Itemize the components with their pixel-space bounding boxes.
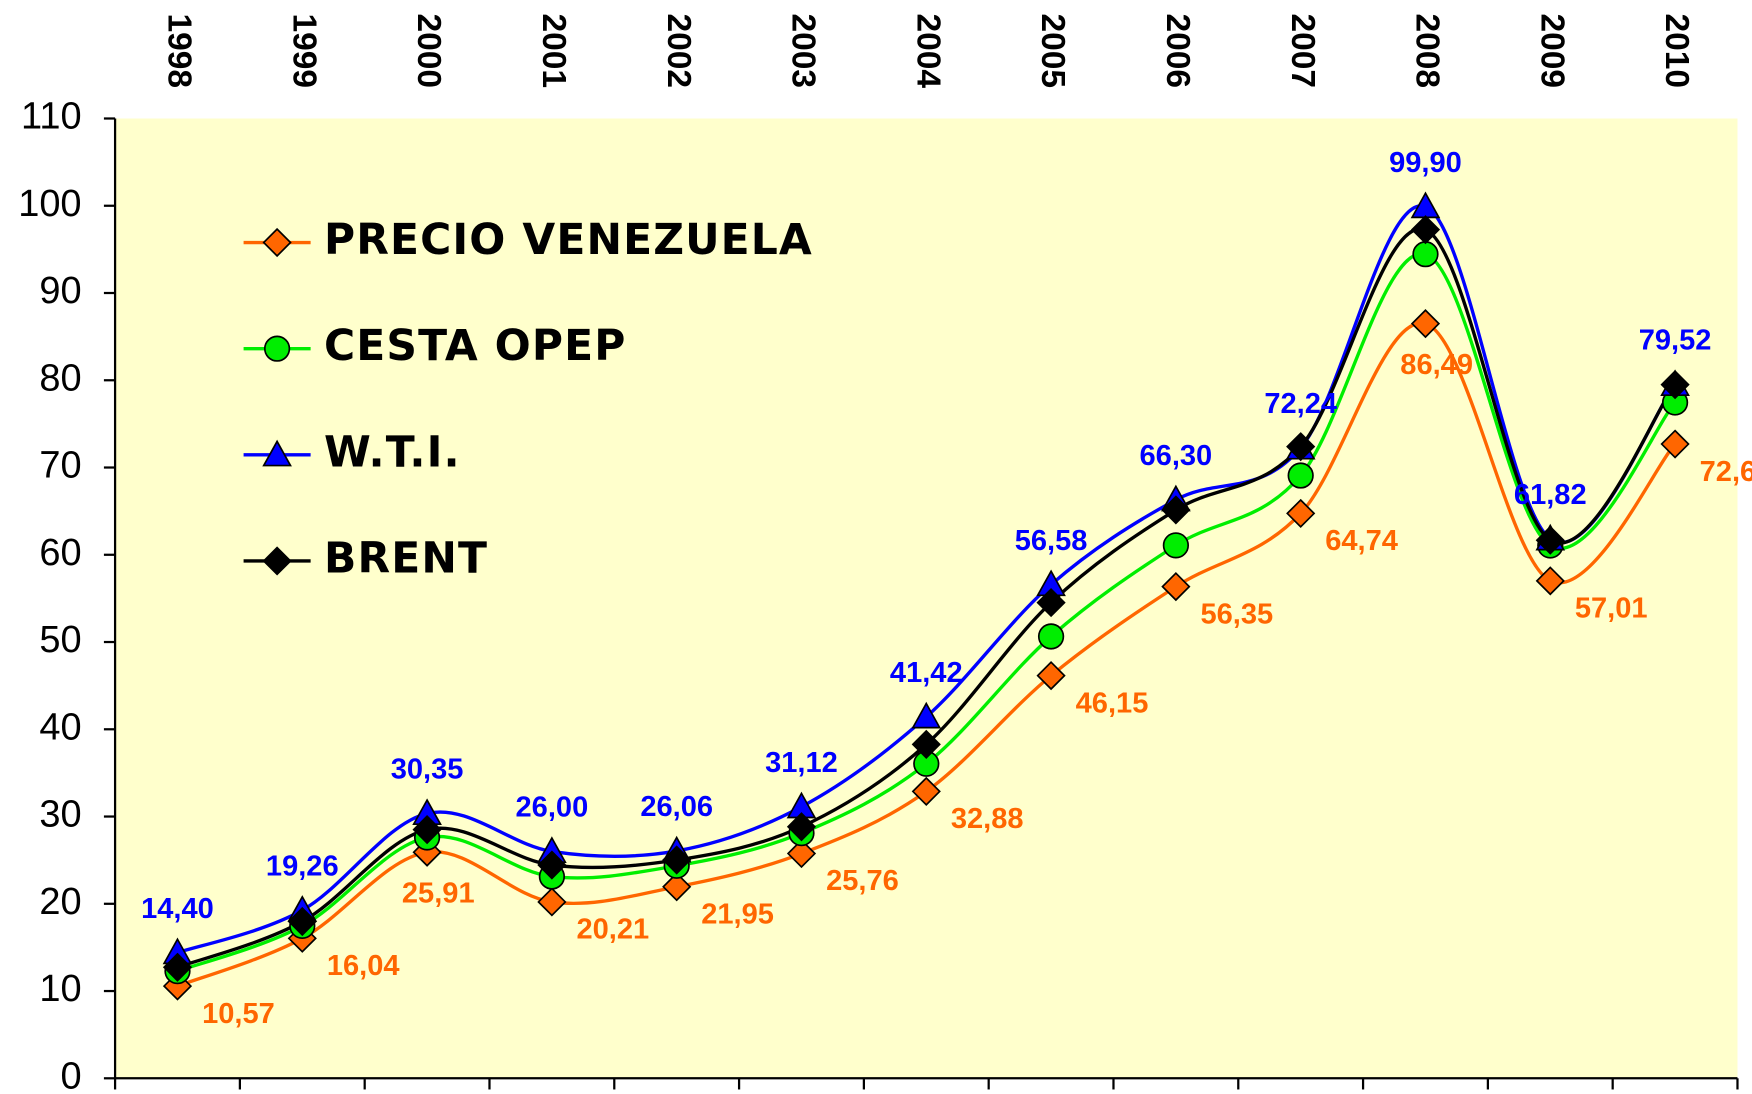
data-point [1412,241,1439,268]
x-tick-label: 2004 [909,13,946,88]
data-label: 14,40 [141,893,214,925]
data-point [1660,429,1690,459]
data-label: 32,88 [951,803,1024,835]
x-tick-label: 1999 [285,13,322,88]
data-label: 20,21 [576,914,649,946]
data-point [786,812,817,842]
plot-area [115,118,1738,1079]
y-tick-label: 30 [39,794,81,836]
series-line [176,252,1677,973]
data-point [1535,525,1565,555]
data-label: 26,00 [516,792,589,824]
data-point [1410,309,1441,339]
series-line [176,227,1677,969]
data-label: 56,35 [1200,598,1273,630]
data-point [1535,566,1565,596]
legend-marker [262,546,292,576]
data-point [911,776,941,806]
data-label: 79,52 [1639,325,1712,357]
data-point [537,887,567,917]
data-point [1036,587,1066,618]
y-tick-label: 40 [39,706,81,748]
data-label: 19,26 [266,850,339,882]
data-label: 10,57 [202,998,275,1030]
data-point [1036,661,1066,691]
y-tick-label: 90 [39,270,81,312]
y-tick-label: 10 [39,968,81,1010]
data-point [1162,532,1190,559]
data-point [537,850,567,880]
legend-marker [262,227,292,258]
data-label: 21,95 [701,898,774,930]
data-label: 99,90 [1389,147,1462,179]
data-label: 46,15 [1076,687,1149,719]
legend-marker [262,439,292,467]
y-tick-label: 20 [39,881,81,923]
data-label: 57,01 [1575,593,1648,625]
data-point [911,701,942,729]
x-tick-label: 1998 [161,13,198,88]
data-point [662,845,692,875]
data-point [786,838,817,869]
x-tick-label: 2006 [1159,13,1196,88]
y-tick-label: 50 [39,619,81,661]
y-tick-label: 70 [39,445,81,487]
x-tick-label: 2001 [535,13,572,88]
legend-label: BRENT [324,534,488,583]
data-label: 72,69 [1700,456,1752,488]
data-label: 41,42 [890,657,963,689]
legend-label: PRECIO VENEZUELA [324,216,813,265]
x-tick-label: 2003 [785,13,822,88]
x-tick-label: 2008 [1409,13,1446,88]
legend-label: CESTA OPEP [324,322,626,371]
x-tick-label: 2010 [1658,13,1695,88]
x-tick-label: 2005 [1034,13,1071,88]
data-point [287,906,317,937]
data-label: 31,12 [765,747,838,779]
x-tick-label: 2002 [660,13,697,88]
data-label: 26,06 [640,791,713,823]
data-point [1286,498,1316,529]
y-tick-label: 80 [39,357,81,399]
data-label: 25,76 [826,865,899,897]
data-label: 86,49 [1400,349,1473,381]
data-label: 61,82 [1514,479,1587,511]
data-point [662,872,692,902]
x-tick-label: 2007 [1284,13,1321,88]
data-point [1161,572,1191,602]
y-tick-label: 60 [39,532,81,574]
data-point [1286,432,1316,462]
data-label: 66,30 [1140,440,1213,472]
data-point [1660,370,1690,400]
data-label: 25,91 [402,877,475,909]
y-tick-label: 100 [18,183,81,225]
data-label: 16,04 [327,950,400,982]
data-label: 64,74 [1325,525,1398,557]
data-point [1037,623,1065,650]
data-point [162,952,193,982]
data-label: 56,58 [1015,525,1088,557]
data-label: 72,24 [1264,388,1337,420]
series-line [176,204,1677,955]
legend-label: W.T.I. [324,428,461,477]
data-label: 30,35 [391,754,464,786]
x-tick-label: 2009 [1533,13,1570,88]
data-point [1287,462,1314,489]
data-point [412,815,442,845]
x-tick-label: 2000 [410,13,447,88]
data-point [1161,495,1191,525]
y-tick-label: 110 [21,96,82,138]
data-point [911,729,941,759]
data-point [1410,215,1441,245]
y-tick-label: 0 [60,1055,81,1094]
legend-marker [263,335,291,362]
